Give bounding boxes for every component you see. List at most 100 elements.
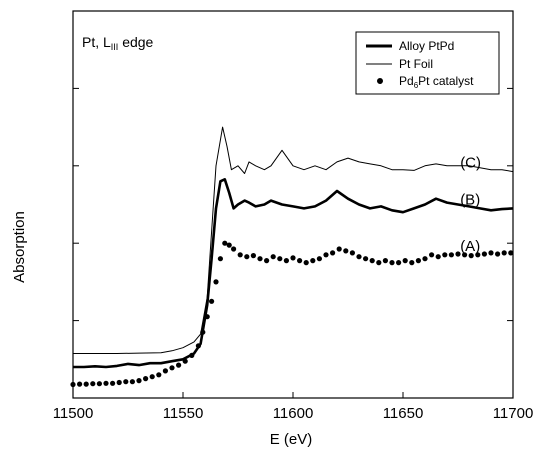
- point-catalyst-28: [237, 252, 243, 258]
- point-catalyst-53: [402, 258, 408, 264]
- point-catalyst-67: [495, 251, 501, 257]
- x-tick-label-4: 11700: [493, 405, 534, 422]
- y-axis-ticks: [73, 87, 513, 322]
- point-catalyst-51: [389, 260, 395, 266]
- y-axis-label: Absorption: [11, 211, 28, 283]
- point-catalyst-9: [129, 379, 135, 385]
- point-catalyst-5: [103, 380, 109, 386]
- x-axis-ticks: 11500 11550 11600 11650 11700: [53, 392, 534, 422]
- point-catalyst-42: [330, 250, 336, 256]
- point-catalyst-14: [162, 368, 168, 374]
- series-line-foil: [73, 126, 514, 354]
- point-catalyst-6: [110, 380, 116, 386]
- point-catalyst-32: [264, 258, 270, 264]
- point-catalyst-2: [83, 381, 89, 387]
- point-catalyst-20: [200, 329, 206, 335]
- point-catalyst-3: [90, 381, 96, 387]
- point-catalyst-47: [363, 256, 369, 262]
- point-catalyst-60: [448, 252, 454, 258]
- point-catalyst-7: [116, 379, 122, 386]
- point-catalyst-21: [204, 314, 210, 320]
- point-catalyst-45: [349, 250, 355, 256]
- point-catalyst-37: [297, 258, 303, 264]
- legend-label-catalyst: Pd6Pt catalyst: [399, 74, 474, 90]
- point-catalyst-13: [156, 372, 162, 378]
- point-catalyst-18: [189, 352, 195, 358]
- point-catalyst-40: [316, 256, 322, 262]
- series-catalyst: [70, 240, 514, 388]
- legend-label-foil: Pt Foil: [399, 57, 433, 71]
- point-catalyst-62: [462, 252, 468, 258]
- annotation-1: (B): [460, 192, 480, 209]
- point-catalyst-22: [209, 298, 215, 304]
- point-catalyst-66: [488, 250, 494, 256]
- point-catalyst-17: [182, 358, 188, 364]
- point-catalyst-52: [396, 260, 402, 266]
- point-catalyst-12: [149, 374, 155, 380]
- point-catalyst-0: [70, 381, 76, 388]
- legend-catalyst-subscript: 6: [414, 81, 419, 90]
- legend-catalyst-main: Pd: [399, 74, 414, 88]
- point-catalyst-56: [422, 256, 428, 262]
- point-catalyst-30: [250, 253, 256, 259]
- point-catalyst-55: [415, 258, 421, 264]
- annotation-0: (C): [460, 155, 481, 172]
- point-catalyst-41: [323, 252, 329, 258]
- panel-label-subscript: III: [111, 42, 119, 52]
- point-catalyst-26: [226, 242, 232, 248]
- point-catalyst-54: [409, 260, 415, 266]
- point-catalyst-24: [217, 256, 223, 262]
- point-catalyst-61: [455, 251, 461, 257]
- point-catalyst-43: [336, 246, 342, 252]
- x-tick-label-2: 11600: [273, 405, 314, 422]
- point-catalyst-10: [136, 378, 142, 384]
- annotation-2: (A): [460, 238, 480, 255]
- point-catalyst-31: [257, 256, 263, 262]
- panel-label: Pt, LIII edge: [82, 34, 154, 52]
- legend-catalyst-rest: Pt catalyst: [418, 74, 474, 88]
- point-catalyst-69: [508, 250, 514, 256]
- point-catalyst-15: [169, 365, 175, 371]
- legend-swatch-catalyst: [377, 78, 383, 84]
- point-catalyst-33: [270, 254, 276, 260]
- point-catalyst-34: [277, 256, 283, 262]
- point-catalyst-35: [283, 258, 289, 264]
- point-catalyst-23: [213, 279, 219, 285]
- point-catalyst-38: [303, 260, 309, 266]
- point-catalyst-11: [143, 376, 149, 382]
- point-catalyst-19: [195, 343, 201, 349]
- point-catalyst-25: [222, 240, 228, 246]
- point-catalyst-39: [310, 258, 316, 264]
- panel-label-main: Pt, L: [82, 34, 111, 50]
- x-tick-label-3: 11650: [383, 405, 424, 422]
- point-catalyst-27: [231, 246, 237, 252]
- point-catalyst-63: [468, 253, 474, 259]
- legend-label-alloy: Alloy PtPd: [399, 39, 454, 53]
- point-catalyst-4: [96, 381, 102, 387]
- point-catalyst-50: [382, 258, 388, 264]
- point-catalyst-59: [442, 252, 448, 258]
- panel-label-suffix: edge: [118, 34, 153, 50]
- point-catalyst-65: [481, 251, 487, 257]
- point-catalyst-44: [343, 248, 349, 254]
- point-catalyst-29: [244, 254, 250, 260]
- point-catalyst-36: [290, 255, 296, 261]
- point-catalyst-1: [77, 381, 83, 387]
- point-catalyst-49: [376, 260, 382, 266]
- point-catalyst-8: [123, 379, 129, 385]
- point-catalyst-46: [356, 254, 362, 260]
- point-catalyst-64: [475, 252, 481, 258]
- series-line-alloy: [73, 178, 514, 369]
- x-tick-label-0: 11500: [53, 405, 94, 422]
- point-catalyst-16: [176, 362, 182, 368]
- point-catalyst-68: [501, 250, 507, 256]
- point-catalyst-48: [369, 258, 375, 264]
- x-axis-label: E (eV): [270, 431, 313, 448]
- point-catalyst-58: [435, 254, 441, 260]
- point-catalyst-57: [429, 252, 435, 258]
- x-tick-label-1: 11550: [163, 405, 204, 422]
- annotation-layer: (C) (B) (A): [460, 155, 481, 255]
- series-layer: [70, 126, 514, 388]
- legend: Alloy PtPd Pt Foil Pd6Pt catalyst: [355, 31, 500, 95]
